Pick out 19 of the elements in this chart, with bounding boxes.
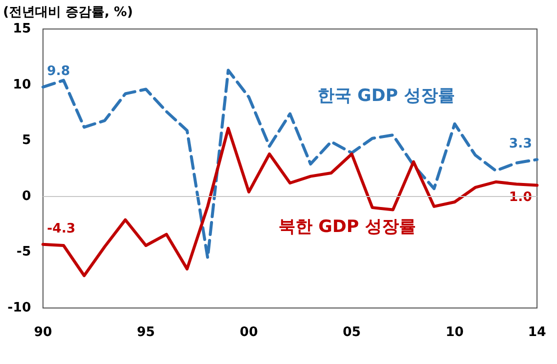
y-tick-label: 15 (12, 22, 31, 36)
line-series (42, 126, 538, 278)
y-tick-label: -5 (16, 244, 31, 260)
y-tick-label: -10 (8, 300, 31, 316)
y-tick-label: 0 (22, 188, 31, 204)
x-tick-label: 00 (240, 325, 258, 340)
series-label: 한국 GDP 성장률 (317, 86, 455, 106)
data-label: 3.3 (509, 136, 532, 152)
data-label: -4.3 (47, 221, 76, 236)
x-tick-label: 10 (446, 325, 464, 340)
x-tick-label: 05 (342, 325, 361, 340)
x-tick-label: 90 (34, 325, 52, 340)
x-tick-label: 95 (136, 325, 155, 340)
x-tick-label: 14 (528, 325, 546, 340)
y-tick-label: 10 (12, 77, 31, 92)
y-tick-label: 5 (22, 133, 31, 148)
data-label: 9.8 (47, 64, 70, 80)
series-label: 북한 GDP 성장률 (278, 216, 416, 237)
y-axis-title: (전년대비 증감률, %) (3, 5, 133, 20)
